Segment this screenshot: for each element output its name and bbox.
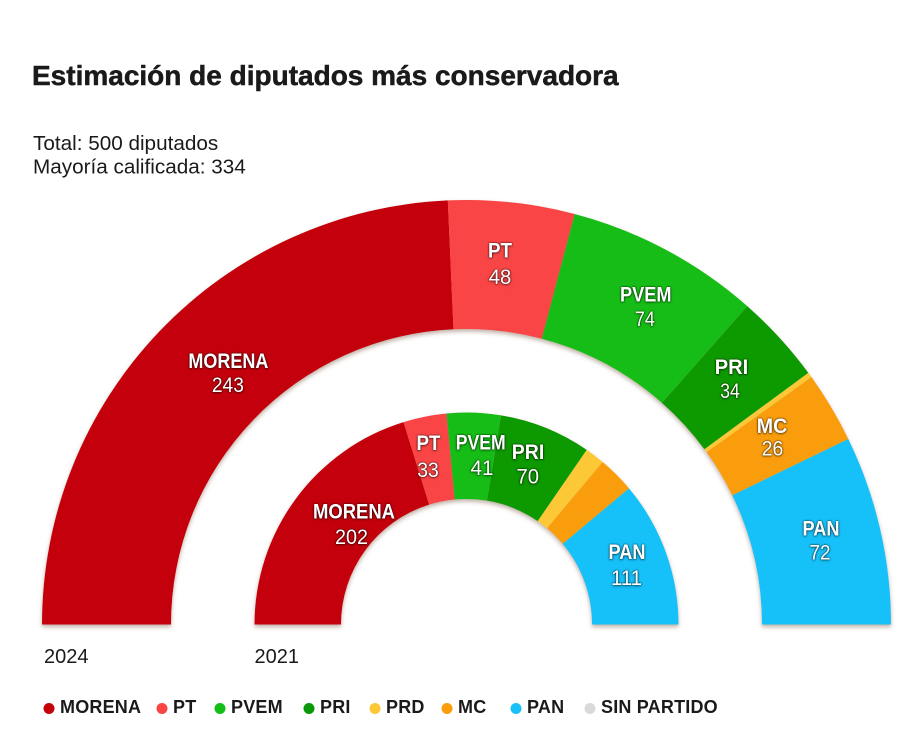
- svg-text:PRD: PRD: [386, 697, 425, 717]
- svg-text:74: 74: [635, 308, 655, 331]
- svg-text:34: 34: [720, 380, 740, 403]
- svg-text:PVEM: PVEM: [231, 697, 283, 717]
- svg-text:70: 70: [516, 466, 539, 489]
- svg-text:PT: PT: [417, 431, 441, 455]
- svg-text:PVEM: PVEM: [620, 282, 672, 306]
- svg-text:PVEM: PVEM: [456, 430, 506, 454]
- svg-text:PAN: PAN: [527, 697, 564, 717]
- svg-text:26: 26: [762, 438, 784, 461]
- svg-text:MC: MC: [757, 414, 788, 438]
- svg-text:PRI: PRI: [715, 355, 749, 379]
- svg-text:PAN: PAN: [803, 517, 840, 541]
- svg-text:41: 41: [471, 457, 494, 480]
- svg-text:72: 72: [810, 542, 831, 565]
- svg-text:48: 48: [489, 266, 512, 289]
- svg-text:2024: 2024: [44, 646, 89, 668]
- svg-text:Mayoría calificada: 334: Mayoría calificada: 334: [33, 156, 246, 179]
- svg-text:Total: 500 diputados: Total: 500 diputados: [33, 132, 218, 155]
- svg-text:Estimación de diputados más co: Estimación de diputados más conservadora: [32, 60, 619, 91]
- svg-text:MORENA: MORENA: [60, 697, 141, 717]
- svg-text:2021: 2021: [255, 646, 300, 668]
- svg-text:MORENA: MORENA: [313, 500, 395, 524]
- svg-text:MC: MC: [458, 697, 486, 717]
- svg-text:MORENA: MORENA: [188, 349, 268, 373]
- svg-text:PRI: PRI: [320, 697, 351, 717]
- svg-text:33: 33: [417, 459, 439, 482]
- svg-text:243: 243: [212, 374, 244, 397]
- svg-text:PT: PT: [173, 697, 196, 717]
- svg-text:PAN: PAN: [609, 540, 646, 564]
- svg-text:202: 202: [335, 526, 368, 549]
- svg-text:SIN PARTIDO: SIN PARTIDO: [601, 697, 718, 717]
- svg-text:PRI: PRI: [512, 440, 545, 464]
- svg-text:PT: PT: [488, 239, 512, 263]
- svg-text:111: 111: [611, 567, 642, 590]
